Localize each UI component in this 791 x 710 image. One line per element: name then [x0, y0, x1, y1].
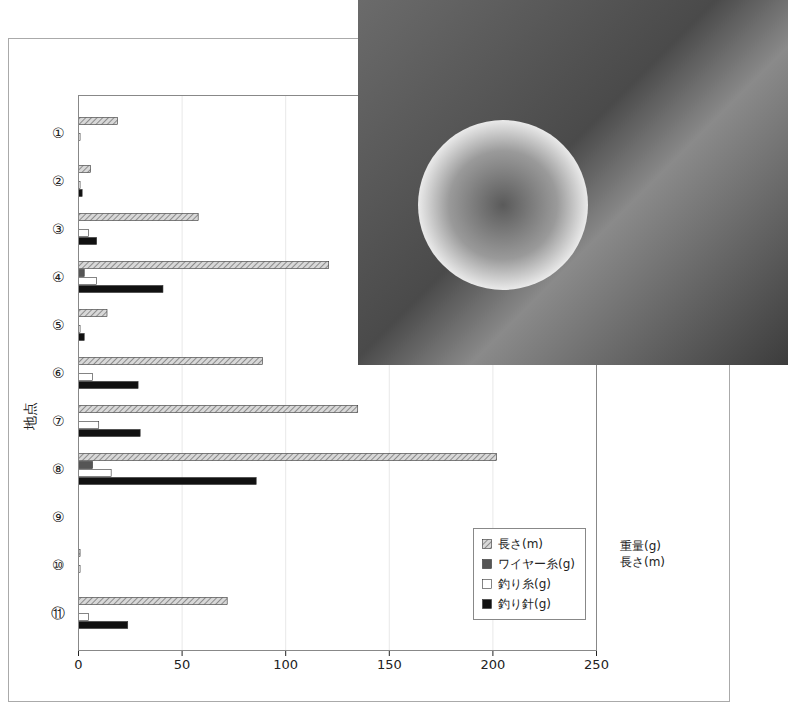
html-text:釣り糸(g): 釣り糸(g): [498, 577, 551, 591]
svg-text:⑤: ⑤: [52, 317, 65, 333]
svg-text:①: ①: [52, 125, 65, 141]
svg-text:④: ④: [52, 269, 65, 285]
html-text:ワイヤー糸(g): ワイヤー糸(g): [498, 557, 575, 571]
html-text:重量(g): 重量(g): [620, 539, 661, 553]
svg-text:0: 0: [74, 657, 82, 672]
html-text:地点: 地点: [22, 402, 38, 430]
html-text:長さ(m): 長さ(m): [498, 537, 544, 551]
svg-text:⑧: ⑧: [52, 461, 65, 477]
svg-text:⑥: ⑥: [52, 365, 65, 381]
svg-text:100: 100: [273, 657, 298, 672]
svg-text:③: ③: [52, 221, 65, 237]
svg-text:⑪: ⑪: [51, 605, 65, 621]
svg-text:50: 50: [174, 657, 191, 672]
svg-text:②: ②: [52, 173, 65, 189]
svg-text:200: 200: [480, 657, 505, 672]
svg-text:⑦: ⑦: [52, 413, 65, 429]
svg-text:⑨: ⑨: [52, 509, 65, 525]
html-text:釣り針(g): 釣り針(g): [498, 597, 551, 611]
svg-text:⑩: ⑩: [52, 557, 65, 573]
svg-text:250: 250: [584, 657, 609, 672]
svg-text:150: 150: [377, 657, 402, 672]
html-text:長さ(m): 長さ(m): [620, 555, 666, 569]
